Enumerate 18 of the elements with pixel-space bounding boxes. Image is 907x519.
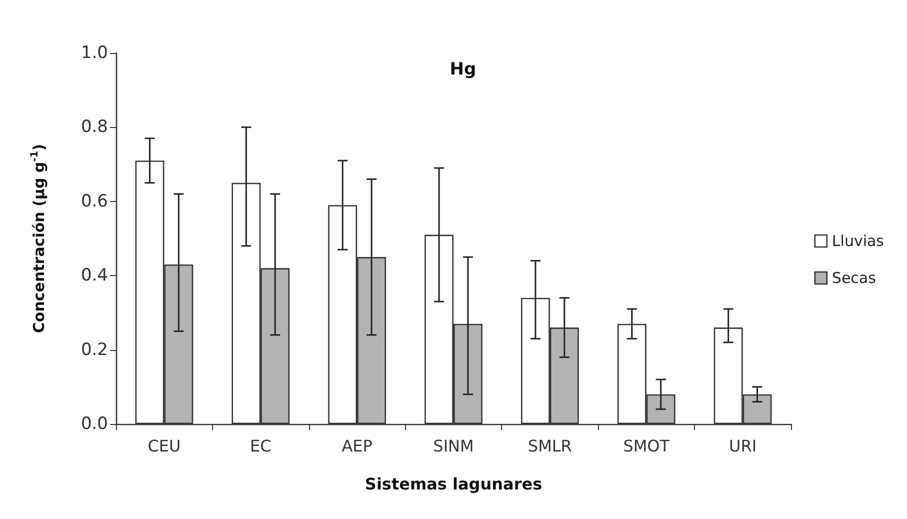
x-tick-label: SINM: [433, 436, 474, 456]
legend-label: Lluvias: [832, 232, 884, 250]
legend-label: Secas: [832, 269, 876, 287]
y-tick-label: 1.0: [80, 43, 108, 63]
y-tick-label: 0.8: [80, 117, 108, 138]
y-tick-label: 0.0: [80, 414, 108, 434]
chart-title: Hg: [450, 60, 476, 80]
x-tick-label: URI: [729, 436, 757, 456]
x-tick-label: SMLR: [528, 436, 572, 456]
y-tick-label: 0.6: [80, 191, 108, 212]
y-axis-title: Concentración (µg g-1): [30, 144, 48, 334]
y-tick-label: 0.2: [80, 340, 108, 360]
y-tick-label: 0.4: [80, 266, 108, 286]
x-tick-label: SMOT: [623, 436, 670, 456]
x-axis-title: Sistemas lagunares: [364, 474, 542, 494]
x-tick-label: CEU: [148, 436, 181, 456]
x-tick-label: EC: [250, 436, 272, 456]
x-tick-label: AEP: [342, 436, 373, 456]
